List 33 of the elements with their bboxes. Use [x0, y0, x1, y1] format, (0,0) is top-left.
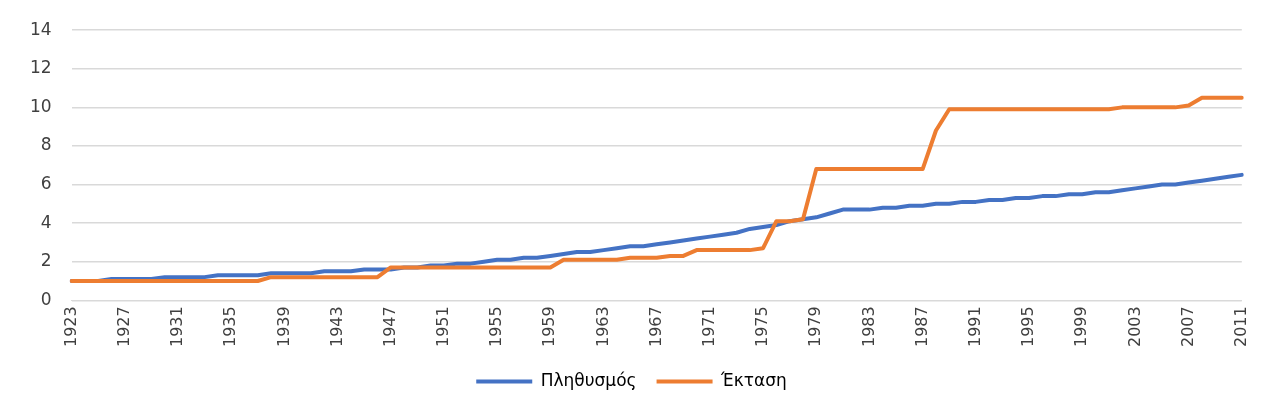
x-tick-label: 1987 — [911, 306, 931, 347]
x-tick-label: 1983 — [858, 306, 878, 347]
y-tick-label: 10 — [29, 95, 52, 116]
x-tick-label: 1927 — [113, 306, 133, 347]
x-tick-label: 1939 — [273, 306, 293, 347]
x-tick-label: 1963 — [592, 306, 612, 347]
x-tick-label: 2007 — [1177, 306, 1197, 347]
x-tick-label: 1923 — [60, 306, 80, 347]
x-tick-label: 1979 — [805, 306, 825, 347]
x-tick-label: 1943 — [326, 306, 346, 347]
x-tick-label: 2003 — [1124, 306, 1144, 347]
x-tick-label: 2011 — [1230, 306, 1250, 347]
y-tick-label: 12 — [29, 57, 52, 78]
x-tick-label: 1991 — [965, 306, 985, 347]
x-tick-label: 1971 — [699, 306, 719, 347]
x-tick-label: 1955 — [486, 306, 506, 347]
x-tick-label: 1931 — [167, 306, 187, 347]
y-tick-label: 6 — [40, 172, 52, 193]
y-tick-label: 0 — [40, 288, 52, 309]
x-tick-label: 1975 — [752, 306, 772, 347]
y-tick-label: 4 — [40, 211, 52, 232]
x-tick-label: 1959 — [539, 306, 559, 347]
legend-label: Πληθυσμός — [540, 369, 637, 390]
x-tick-label: 1999 — [1071, 306, 1091, 347]
y-tick-label: 14 — [29, 18, 52, 39]
x-tick-label: 1951 — [433, 306, 453, 347]
y-tick-label: 2 — [40, 250, 52, 271]
y-tick-label: 8 — [40, 134, 52, 155]
legend-label: Έκταση — [720, 369, 787, 390]
x-tick-label: 1995 — [1018, 306, 1038, 347]
x-tick-label: 1967 — [645, 306, 665, 347]
x-tick-label: 1947 — [379, 306, 399, 347]
x-tick-label: 1935 — [220, 306, 240, 347]
